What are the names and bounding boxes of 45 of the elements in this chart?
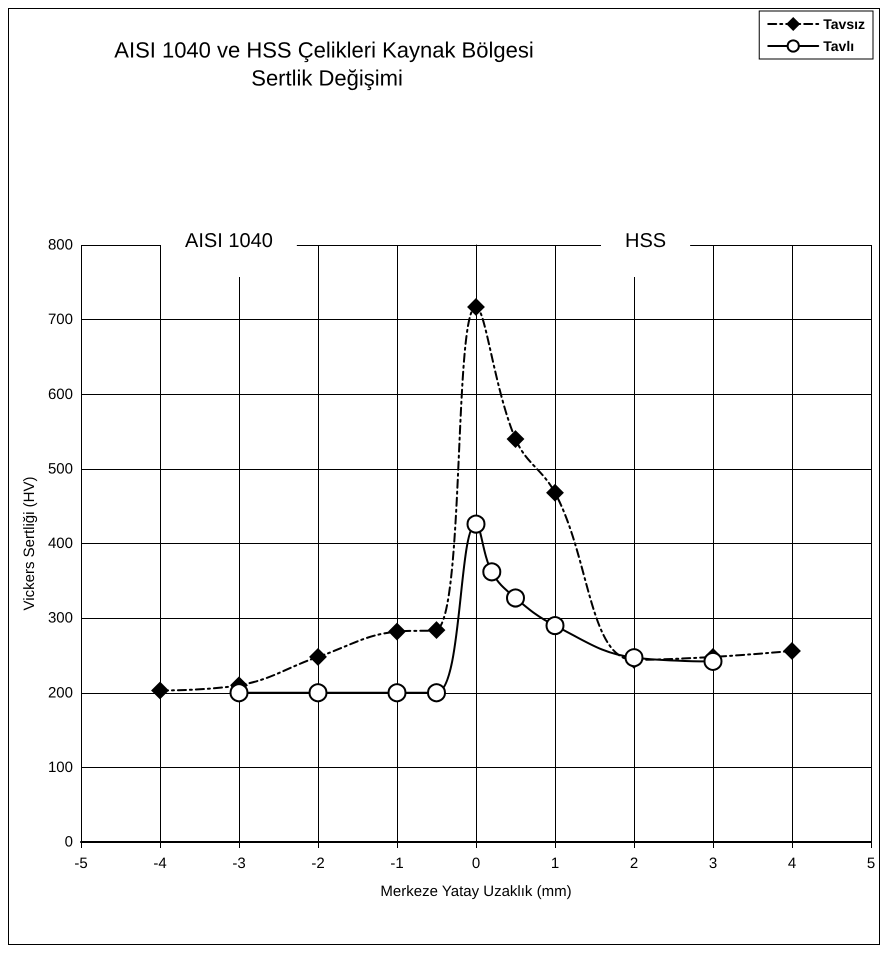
y-tick-label: 100 xyxy=(48,758,73,776)
annotation: HSS xyxy=(625,230,666,252)
x-tick-label: -4 xyxy=(153,855,167,872)
legend-label: Tavsız xyxy=(823,16,866,32)
x-tick-label: 0 xyxy=(472,855,480,872)
y-tick-label: 600 xyxy=(48,386,73,403)
point xyxy=(230,683,248,702)
y-tick-label: 800 xyxy=(48,236,73,254)
y-axis-title: Vickers Sertliği (HV) xyxy=(21,476,38,610)
annotation: AISI 1040 xyxy=(185,230,273,252)
point xyxy=(546,484,564,502)
x-tick-label: 1 xyxy=(550,855,560,872)
x-tick-label: -3 xyxy=(232,855,246,872)
point xyxy=(482,562,502,582)
y-tick-label: 500 xyxy=(48,460,73,478)
point xyxy=(506,588,525,608)
y-tick-label: 300 xyxy=(48,610,73,627)
x-tick-label: 5 xyxy=(866,855,876,872)
point xyxy=(546,616,564,636)
x-tick-label: 4 xyxy=(788,855,796,872)
point xyxy=(388,623,406,640)
y-tick-label: 700 xyxy=(48,311,73,328)
point xyxy=(507,430,524,448)
point xyxy=(428,622,445,639)
x-tick-label: 3 xyxy=(708,855,718,872)
point xyxy=(152,682,168,700)
x-tick-label: -1 xyxy=(390,855,404,872)
point xyxy=(624,648,644,668)
y-tick-label: 200 xyxy=(48,684,73,702)
point xyxy=(308,683,328,702)
x-tick-label: -2 xyxy=(311,855,325,872)
point xyxy=(704,652,722,671)
point xyxy=(388,683,406,702)
x-tick-label: -5 xyxy=(74,855,88,872)
point xyxy=(784,642,800,660)
point xyxy=(466,514,486,534)
y-tick-label: 400 xyxy=(48,535,73,552)
y-tick-label: 0 xyxy=(64,834,73,850)
legend-label: Tavlı xyxy=(823,38,854,54)
x-tick-label: 2 xyxy=(630,855,638,872)
chart-title: AISI 1040 ve HSS Çelikleri Kaynak Bölgesi Sertlik Değişimi xyxy=(114,38,534,90)
x-axis-title: Merkeze Yatay Uzaklık (mm) xyxy=(380,883,572,900)
point xyxy=(427,683,446,702)
point xyxy=(468,298,484,316)
point xyxy=(310,648,326,666)
